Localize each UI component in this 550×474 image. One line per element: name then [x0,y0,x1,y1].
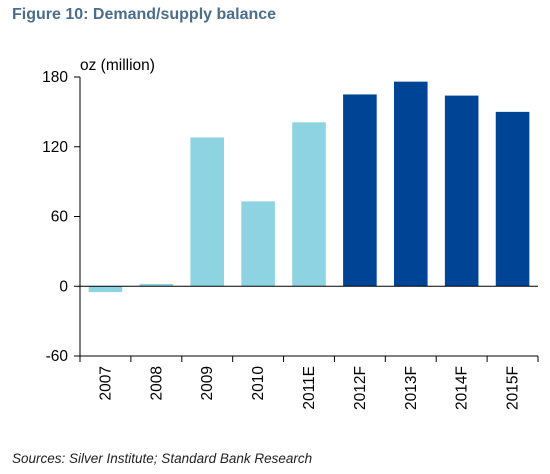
x-tick-label: 2007 [97,366,114,400]
x-tick-label: 2012F [352,366,369,410]
y-tick-label: 0 [59,278,68,295]
bar-2015f [495,111,530,287]
y-tick-label: 120 [42,139,68,156]
bar-2009 [190,137,225,287]
bar-2007 [88,286,123,293]
source-note: Sources: Silver Institute; Standard Bank… [12,451,313,466]
y-tick-label: -60 [46,348,69,365]
x-tick-label: 2010 [250,366,267,401]
bar-series [88,81,530,293]
x-tick-label: 2009 [199,366,216,400]
x-tick-label: 2008 [148,366,165,400]
y-tick-label: 180 [42,69,68,86]
x-axis-tick-labels: 2007 2008 2009 2010 2011E 2012F 2013F 2014F 2015… [97,366,521,410]
axes [79,77,539,362]
y-tick-label: 60 [51,209,69,226]
x-tick-label: 2014F [454,366,471,410]
x-tick-label: 2015F [505,366,522,410]
bar-2013f [393,81,428,287]
figure-title: Figure 10: Demand/supply balance [12,6,277,23]
y-axis-ticks: -60 0 60 120 180 [42,69,80,365]
bar-2014f [444,95,479,287]
bar-2008 [139,283,174,287]
bar-2010 [241,201,275,287]
x-tick-label: 2013F [403,366,420,410]
y-axis-unit-label: oz (million) [80,57,155,74]
bar-2011e [292,122,326,287]
x-tick-label: 2011E [301,366,318,410]
bar-2012f [343,94,377,287]
